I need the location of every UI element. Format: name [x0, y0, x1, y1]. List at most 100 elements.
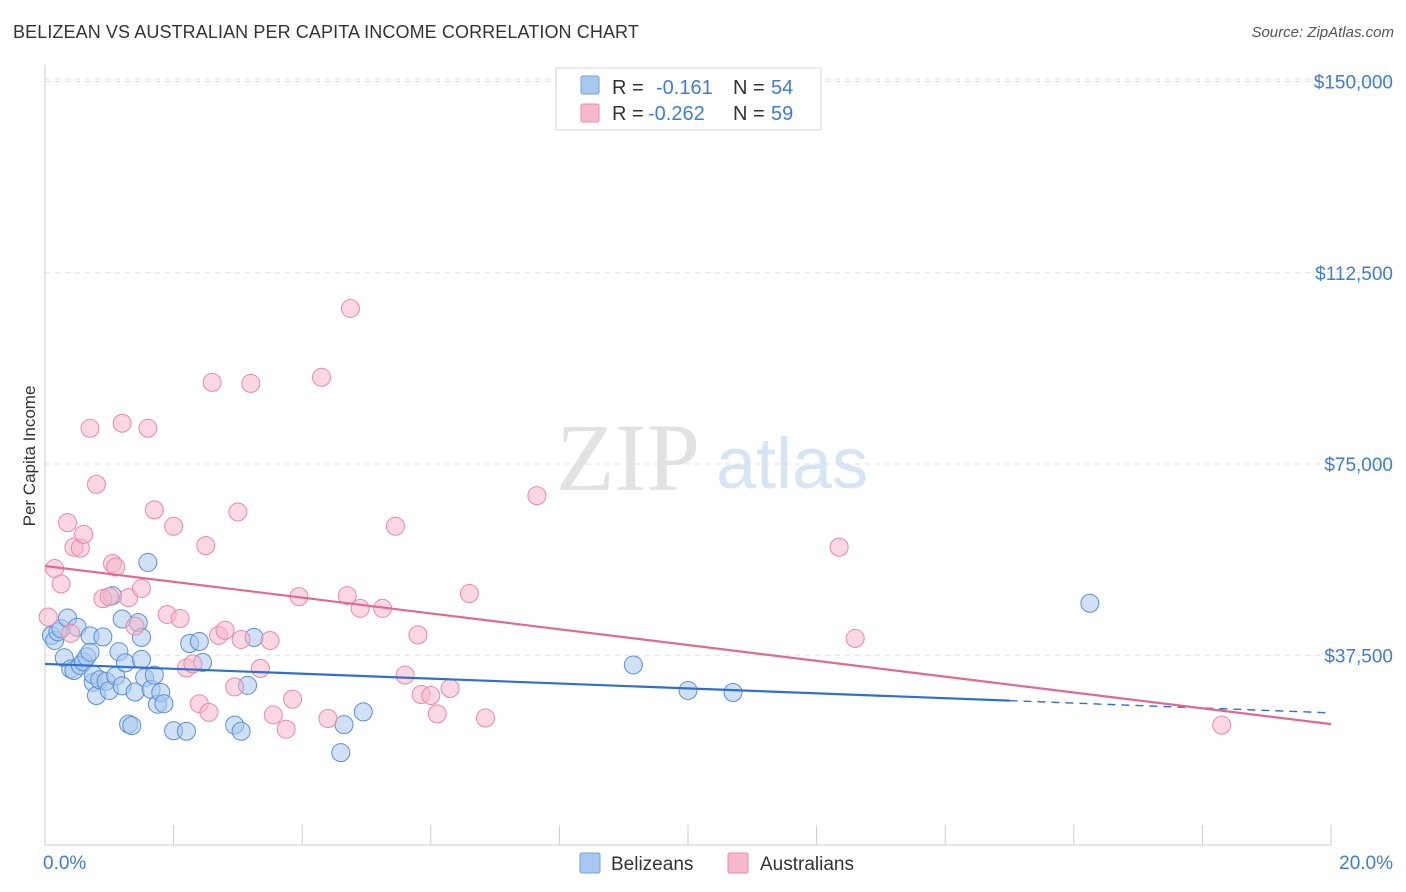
point-australians — [86, 474, 106, 494]
point-australians — [475, 708, 495, 728]
legend-swatch-belizeans — [580, 75, 600, 95]
point-australians — [283, 689, 303, 709]
trend-line-belizeans — [44, 662, 1010, 702]
point-belizeans — [331, 743, 351, 763]
point-australians — [250, 659, 270, 679]
point-australians — [1212, 715, 1232, 735]
point-australians — [144, 500, 164, 520]
y-tick-label: $75,000 — [1324, 455, 1393, 476]
point-belizeans — [115, 653, 135, 673]
point-australians — [202, 372, 222, 392]
point-australians — [228, 502, 248, 522]
bottom-legend-swatch-australians — [727, 852, 749, 874]
y-tick-label: $150,000 — [1314, 73, 1393, 94]
point-belizeans — [1080, 593, 1100, 613]
point-australians — [408, 625, 428, 645]
gridlines — [45, 78, 1394, 656]
point-australians — [125, 616, 145, 636]
point-australians — [263, 705, 283, 725]
point-belizeans — [353, 702, 373, 722]
point-australians — [459, 584, 479, 604]
point-australians — [427, 704, 447, 724]
x-tick-label-max: 20.0% — [1339, 853, 1393, 874]
point-australians — [845, 628, 865, 648]
y-tick-label: $37,500 — [1324, 646, 1393, 667]
point-belizeans — [176, 721, 196, 741]
point-australians — [215, 620, 235, 640]
point-belizeans — [80, 642, 100, 662]
watermark-zip: ZIP — [556, 404, 700, 511]
point-belizeans — [144, 665, 164, 685]
point-australians — [440, 678, 460, 698]
point-australians — [311, 367, 331, 387]
point-australians — [74, 524, 94, 544]
point-belizeans — [138, 552, 158, 572]
point-australians — [829, 537, 849, 557]
legend-r-label-australians: R = — [612, 103, 644, 125]
legend-n-label-belizeans: N = — [733, 77, 765, 99]
legend-r-value-australians: -0.262 — [648, 103, 705, 125]
point-australians — [131, 578, 151, 598]
point-australians — [340, 298, 360, 318]
chart-source: Source: ZipAtlas.com — [1251, 24, 1394, 41]
axes: $37,500 $75,000 $112,500 $150,000 0.0% 20.0% — [43, 65, 1393, 874]
watermark-atlas: atlas — [716, 424, 868, 504]
point-australians — [51, 574, 71, 594]
point-australians — [164, 516, 184, 536]
point-belizeans — [623, 655, 643, 675]
x-tick-label-min: 0.0% — [43, 853, 86, 874]
point-australians — [61, 623, 81, 643]
point-australians — [119, 588, 139, 608]
point-australians — [99, 587, 119, 607]
legend-swatch-australians — [580, 103, 600, 123]
point-australians — [112, 413, 132, 433]
point-australians — [241, 373, 261, 393]
point-belizeans — [334, 715, 354, 735]
point-belizeans — [189, 631, 209, 651]
point-belizeans — [122, 716, 142, 736]
y-axis-title: Per Capita Income — [20, 386, 39, 527]
point-australians — [106, 557, 126, 577]
legend-n-label-australians: N = — [733, 103, 765, 125]
legend-n-value-belizeans: 54 — [771, 77, 793, 99]
point-australians — [395, 665, 415, 685]
point-australians — [199, 702, 219, 722]
chart-title: BELIZEAN VS AUSTRALIAN PER CAPITA INCOME… — [13, 22, 639, 42]
point-australians — [138, 418, 158, 438]
trend-line-australians — [44, 564, 1332, 726]
point-belizeans — [723, 682, 743, 702]
trend-line-belizeans-extension — [1009, 699, 1332, 714]
point-australians — [170, 609, 190, 629]
point-australians — [231, 629, 251, 649]
series-legend: Belizeans Australians — [579, 852, 854, 875]
data-points — [38, 298, 1232, 763]
point-australians — [318, 708, 338, 728]
y-tick-label: $112,500 — [1315, 264, 1393, 285]
point-australians — [527, 486, 547, 506]
point-australians — [337, 586, 357, 606]
point-australians — [276, 719, 296, 739]
legend-r-label-belizeans: R = — [612, 77, 644, 99]
point-australians — [385, 516, 405, 536]
legend-r-value-belizeans: -0.161 — [656, 77, 713, 99]
point-belizeans — [93, 627, 113, 647]
point-belizeans — [154, 694, 174, 714]
legend-n-value-australians: 59 — [771, 103, 793, 125]
bottom-legend-label-australians: Australians — [760, 854, 854, 875]
point-australians — [80, 418, 100, 438]
point-australians — [260, 630, 280, 650]
bottom-legend-label-belizeans: Belizeans — [611, 854, 693, 875]
point-australians — [421, 686, 441, 706]
point-belizeans — [231, 721, 251, 741]
bottom-legend-swatch-belizeans — [579, 852, 601, 874]
point-australians — [58, 513, 78, 533]
point-australians — [38, 607, 58, 627]
correlation-legend: R = -0.161 N = 54 R = -0.262 N = 59 — [555, 67, 822, 131]
point-belizeans — [678, 680, 698, 700]
point-australians — [225, 677, 245, 697]
point-australians — [350, 598, 370, 618]
point-belizeans — [131, 649, 151, 669]
trend-lines — [44, 564, 1332, 726]
legend-box — [555, 67, 822, 131]
